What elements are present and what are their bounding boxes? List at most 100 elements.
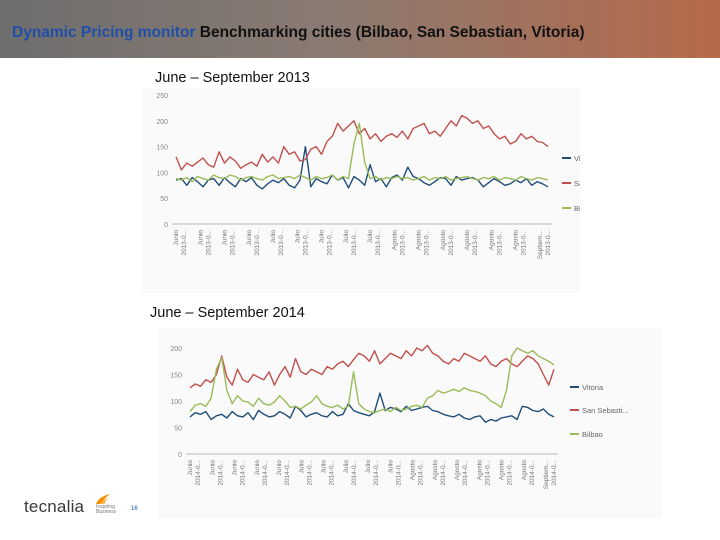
x-tick-label: Julio 2014-0... xyxy=(321,460,336,486)
x-tick-label-line2: 2013-0... xyxy=(424,230,431,256)
x-tick-label-line1: Agosto xyxy=(440,230,447,251)
x-tick-label-line1: Agosto xyxy=(416,230,423,251)
y-tick-label: 50 xyxy=(160,196,168,203)
x-tick-label-line1: Agosto xyxy=(391,230,398,251)
x-tick-label-line2: 2014-0... xyxy=(195,460,202,486)
chart-2013: 0 50 100 150 200 250 Junio 2013-0... Junio 2013-0… xyxy=(142,88,580,293)
x-tick-label: Julio 2014-0... xyxy=(387,460,402,486)
tagline: Inspiring Business xyxy=(96,505,116,515)
x-tick-label-line2: 2014-0... xyxy=(306,460,313,486)
x-tick-label-line2: 2014-0... xyxy=(484,460,491,486)
x-tick-label-line1: Julio xyxy=(367,230,374,244)
x-tick-label: Junio 2014-0... xyxy=(254,460,269,486)
x-tick-label-line2: 2014-0... xyxy=(440,460,447,486)
chart1-title: June – September 2013 xyxy=(155,70,310,86)
chart2-title: June – September 2014 xyxy=(150,305,305,321)
x-tick-label-line1: Junio xyxy=(222,230,229,246)
x-tick-label-line1: Julio xyxy=(319,230,326,244)
x-tick-label: Junio 2014-0... xyxy=(276,460,291,486)
x-tick-label-line2: 2014-0... xyxy=(351,460,358,486)
x-tick-label-line2: 2013-0... xyxy=(181,230,188,256)
tecnalia-logo-text: tecnalia xyxy=(24,497,85,516)
x-tick-label: Junio 2014-0... xyxy=(187,460,202,486)
legend-label: San Sebasti... xyxy=(582,406,629,415)
x-tick-label-line2: 2013-0... xyxy=(254,230,261,256)
x-tick-label-line2: 2013-0... xyxy=(278,230,285,256)
page-number: 16 xyxy=(131,506,138,512)
x-tick-label: Junio 2014-0... xyxy=(209,460,224,486)
x-tick-label-line2: 2013-0... xyxy=(375,230,382,256)
x-tick-label-line1: Julio xyxy=(343,460,350,474)
series-line-san-sebastian xyxy=(189,344,555,389)
x-tick-label-line1: Agosto xyxy=(513,230,520,251)
x-tick-label-line1: Agosto xyxy=(464,230,471,251)
y-tick-label: 50 xyxy=(174,426,182,433)
tecnalia-flame-icon xyxy=(96,494,110,504)
x-tick-label-line1: Agosto xyxy=(410,460,417,481)
x-tick-label-line1: Junio xyxy=(246,230,253,246)
title-bar: Dynamic Pricing monitor Benchmarking cit… xyxy=(0,0,720,58)
x-tick-label: Junio 2014-0... xyxy=(232,460,247,486)
x-tick-label: Julio 2013-0... xyxy=(343,230,358,256)
x-tick-label: Julio 2014-0... xyxy=(343,460,358,486)
series-line-san-sebastian xyxy=(175,114,549,171)
y-tick-label: 0 xyxy=(178,452,182,459)
x-tick-label: Julio 2013-0... xyxy=(319,230,334,256)
x-tick-label: Junio 2013-0... xyxy=(246,230,261,256)
x-tick-label-line1: Junio xyxy=(209,460,216,476)
x-tick-label-line1: Julio xyxy=(321,460,328,474)
x-tick-label: Agosto 2014-0... xyxy=(454,460,469,486)
series-line-vitoria xyxy=(189,392,555,423)
x-tick-label: Julio 2013-0... xyxy=(294,230,309,256)
y-tick-label: 200 xyxy=(170,346,182,353)
x-tick-label-line2: 2013-0... xyxy=(399,230,406,256)
legend-label: Bilbao xyxy=(582,430,603,439)
x-tick-label-line2: 2014-0... xyxy=(395,460,402,486)
x-tick-label-line2: 2014-0... xyxy=(418,460,425,486)
y-tick-label: 100 xyxy=(170,399,182,406)
x-tick-label-line2: 2013-0... xyxy=(327,230,334,256)
x-tick-label-line1: Agosto xyxy=(476,460,483,481)
x-tick-label-line2: 2014-0... xyxy=(240,460,247,486)
x-tick-label-line2: 2014-0... xyxy=(284,460,291,486)
x-tick-label-line2: 2013-0... xyxy=(545,230,552,256)
x-tick-label-line2: 2013-0... xyxy=(230,230,237,256)
y-tick-label: 150 xyxy=(156,145,168,152)
x-tick-label: Julio 2013-0... xyxy=(270,230,285,256)
y-tick-label: 150 xyxy=(170,373,182,380)
legend-label: San Sebasti... xyxy=(574,179,580,188)
x-tick-label-line2: 2014-0... xyxy=(262,460,269,486)
x-tick-label-line2: 2013-0... xyxy=(448,230,455,256)
x-tick-label-line1: Junio xyxy=(254,460,261,476)
x-tick-label-line1: Agosto xyxy=(454,460,461,481)
x-tick-label-line1: Septiem... xyxy=(543,460,550,489)
x-tick-label-line1: Julio xyxy=(298,460,305,474)
x-tick-label-line1: Agosto xyxy=(432,460,439,481)
x-tick-label: Julio 2014-0... xyxy=(298,460,313,486)
x-tick-label: Septiem... 2013-0... xyxy=(537,230,552,259)
x-tick-label-line1: Julio xyxy=(294,230,301,244)
x-tick-label-line1: Junio xyxy=(232,460,239,476)
x-tick-label-line2: 2013-0... xyxy=(472,230,479,256)
x-tick-label: Julio 2013-0... xyxy=(367,230,382,256)
legend-label: Vitoria xyxy=(574,154,580,163)
x-tick-label: Junio 2013-0... xyxy=(197,230,212,256)
x-tick-label-line2: 2013-0... xyxy=(302,230,309,256)
x-tick-label-line2: 2014-0... xyxy=(507,460,514,486)
x-tick-label: Agosto 2013-0... xyxy=(464,230,479,256)
x-tick-label-line1: Julio xyxy=(365,460,372,474)
x-tick-label: Julio 2014-0... xyxy=(365,460,380,486)
x-tick-label-line1: Junio xyxy=(173,230,180,246)
x-tick-label: Junio 2013-0... xyxy=(173,230,188,256)
y-tick-label: 0 xyxy=(164,222,168,229)
chart-2014: 0 50 100 150 200 Junio 2014-0... Junio 2014-0...… xyxy=(158,328,662,518)
legend-label: Bilbao xyxy=(574,204,580,213)
x-tick-label: Agosto 2014-0... xyxy=(521,460,536,486)
title-main: Benchmarking cities (Bilbao, San Sebasti… xyxy=(199,24,585,41)
x-tick-label: Agosto 2013-0... xyxy=(513,230,528,256)
x-tick-label-line2: 2013-0... xyxy=(497,230,504,256)
x-tick-label-line2: 2014-0... xyxy=(551,460,558,486)
slide-title: Dynamic Pricing monitor Benchmarking cit… xyxy=(12,24,585,42)
